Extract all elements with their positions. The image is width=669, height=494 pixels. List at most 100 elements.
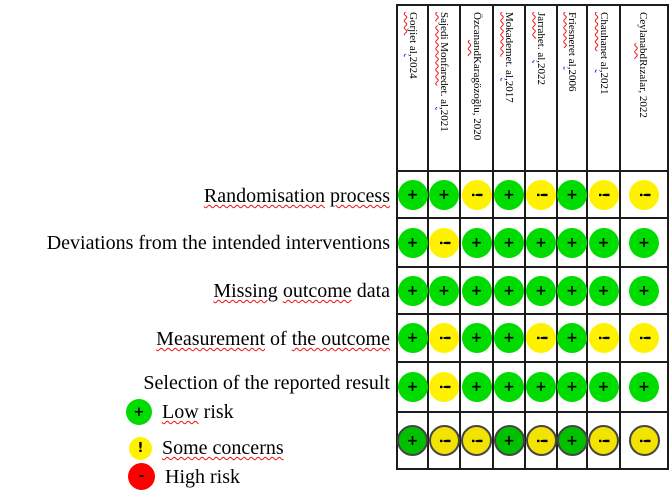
low-risk-symbol: + (638, 234, 650, 251)
risk-circle-some: ! (629, 323, 659, 353)
study-header-7-seg-0: Chauhan (598, 12, 610, 52)
risk-circle-some: ! (588, 179, 619, 210)
domain-label-1-seg-2: process (330, 185, 390, 207)
low-risk-symbol: + (406, 379, 419, 395)
legend-label-some-seg-0: Some concerns (162, 437, 284, 459)
rob-cell-r2-c4: + (494, 219, 526, 268)
risk-circle-low: + (557, 227, 587, 258)
some-risk-symbol: ! (532, 437, 549, 444)
domain-label-4-seg-0: Measurement (156, 328, 266, 350)
low-risk-symbol: + (566, 432, 578, 449)
low-risk-symbol: + (503, 234, 515, 251)
study-header-1-seg-3: 2024 (407, 56, 419, 79)
study-column-header-text-1: Gorji et al, 2024 (398, 12, 427, 170)
risk-circle-low: + (557, 323, 587, 353)
some-risk-symbol: ! (468, 191, 485, 198)
study-header-3-seg-2: Karagözoğlu, 2020 (471, 55, 483, 141)
low-risk-symbol: + (566, 186, 578, 203)
legend-item-high-risk: - High risk (128, 463, 240, 490)
risk-circle-some-overall: ! (525, 425, 557, 456)
rob-cell-r2-c1: + (397, 219, 429, 268)
low-risk-symbol: + (566, 282, 578, 299)
risk-circle-some: ! (526, 179, 556, 210)
risk-circle-low: + (629, 372, 659, 402)
low-risk-symbol: + (406, 330, 419, 346)
risk-circle-some: ! (629, 179, 659, 210)
risk-circle-low: + (397, 275, 428, 306)
rob-cell-r5-c5: + (526, 363, 558, 413)
study-header-3-seg-1: and (471, 40, 483, 56)
rob-cell-r1-c7: ! (588, 172, 621, 219)
legend-high-risk-icon: - (128, 463, 155, 490)
rob-cell-r1-c2: + (429, 172, 461, 219)
risk-circle-some-overall: ! (428, 425, 460, 456)
rob-cell-r5-c8: + (621, 363, 667, 413)
risk-circle-some-overall: ! (588, 425, 619, 456)
domain-label-1: Randomisation process (0, 184, 390, 208)
low-risk-symbol: + (406, 432, 419, 449)
risk-circle-low: + (461, 227, 492, 258)
some-risk-symbol: ! (595, 191, 612, 198)
low-risk-symbol: + (406, 186, 419, 203)
domain-label-3: Missing outcome data (0, 279, 390, 303)
legend-label-high-risk: High risk (165, 465, 240, 489)
low-risk-symbol: + (535, 282, 547, 299)
rob-cell-r1-c1: + (397, 172, 429, 219)
study-column-header-text-3: Özcan and Karagözoğlu, 2020 (461, 12, 492, 170)
legend-some-risk-icon: ! (129, 436, 152, 460)
risk-circle-low: + (461, 372, 492, 402)
risk-circle-some: ! (526, 323, 556, 353)
risk-circle-low: + (429, 179, 459, 210)
risk-circle-low: + (494, 179, 524, 210)
low-risk-symbol: + (503, 282, 515, 299)
domain-label-1-seg-0: Randomisation (203, 185, 326, 207)
rob-cell-r4-c8: ! (621, 315, 667, 363)
rob-cell-r4-c1: + (397, 315, 429, 363)
rob-cell-r1-c6: + (557, 172, 588, 219)
low-risk-symbol: + (470, 282, 483, 299)
risk-circle-low: + (526, 275, 556, 306)
legend-label-low-risk: Low risk (162, 400, 234, 424)
risk-circle-low: + (429, 275, 459, 306)
rob-cell-r2-c2: ! (429, 219, 461, 268)
study-header-6-seg-1: et al (566, 48, 579, 67)
risk-circle-low-overall: + (493, 425, 525, 456)
study-header-7-seg-3: 2021 (598, 72, 610, 95)
risk-circle-low: + (397, 227, 428, 258)
risk-circle-some-overall: ! (628, 425, 660, 456)
some-risk-symbol: ! (137, 440, 144, 456)
domain-label-2-seg-0: Deviations from the intended interventio… (46, 232, 390, 254)
study-header-1-seg-1: et al (407, 35, 419, 54)
risk-circle-low: + (588, 372, 619, 402)
risk-circle-some-overall: ! (461, 425, 492, 456)
study-column-header-3: Özcan and Karagözoğlu, 2020 (461, 6, 494, 172)
some-risk-symbol: ! (435, 383, 452, 391)
risk-circle-some: ! (588, 323, 619, 353)
rob-cell-r1-c8: ! (621, 172, 667, 219)
study-column-header-text-5: Jarrah et. al, 2022 (526, 12, 556, 170)
study-column-header-2: Sajedi Monfared et. al, 2021 (429, 6, 461, 172)
rob-cell-r4-c7: ! (588, 315, 621, 363)
study-header-5-seg-1: et. al (535, 38, 548, 61)
domain-label-3-seg-2: outcome (282, 280, 352, 302)
rob-cell-r5-c3: + (461, 363, 494, 413)
low-risk-symbol: + (503, 432, 515, 449)
rob-cell-r5-c7: + (588, 363, 621, 413)
rob-cell-r5-c6: + (557, 363, 588, 413)
study-header-8-seg-1: abd (637, 43, 650, 60)
study-column-header-6: Friesner et al, 2006 (558, 6, 588, 172)
rob-cell-r3-c7: + (588, 268, 621, 315)
low-risk-symbol: + (597, 234, 610, 251)
domain-label-5-seg-0: Selection of the reported result (143, 372, 390, 394)
risk-circle-low: + (629, 275, 659, 306)
study-header-2-seg-0: Sajedi Monfared (438, 12, 451, 86)
risk-circle-low: + (461, 275, 492, 306)
risk-circle-some: ! (429, 372, 459, 402)
rob-cell-r4-c4: + (494, 315, 526, 363)
rob-cell-r4-c3: + (461, 315, 494, 363)
some-risk-symbol: ! (595, 437, 612, 444)
risk-circle-low: + (461, 323, 492, 353)
low-risk-symbol: + (638, 282, 650, 299)
domain-label-4-seg-2: the outcome (291, 328, 390, 350)
rob-cell-r6-c7: ! (588, 413, 621, 468)
